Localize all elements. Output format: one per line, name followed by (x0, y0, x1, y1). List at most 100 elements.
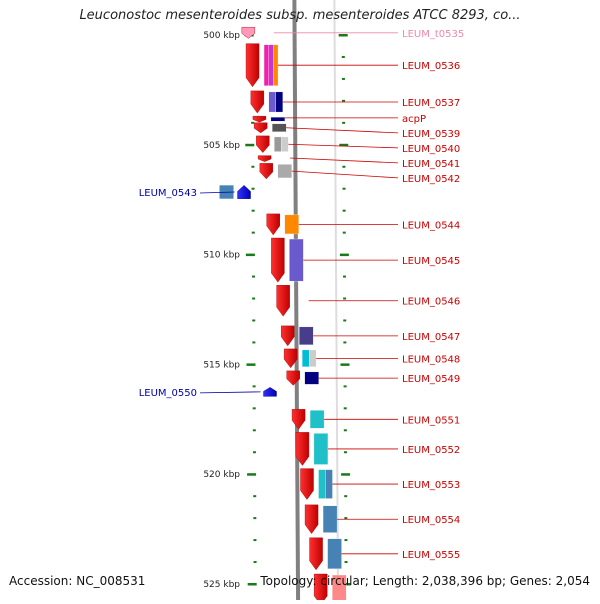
cog-color-bar (275, 91, 283, 113)
minor-tick-left (252, 407, 256, 410)
major-tick-right (339, 253, 349, 257)
gene-arrow-reverse (237, 185, 251, 199)
minor-tick-left (253, 495, 257, 498)
gene-leader-line (288, 143, 399, 149)
axis-tick-label: 510 kbp (203, 251, 240, 261)
gene-leader-line (286, 127, 399, 134)
gene-label: LEUM_0552 (402, 445, 460, 456)
gene-arrow-forward (291, 409, 306, 430)
gene-label: LEUM_0543 (139, 188, 197, 199)
major-tick-left (247, 583, 257, 586)
minor-tick-right (343, 385, 347, 388)
gene-arrow-forward (295, 432, 310, 466)
gene-label: LEUM_0542 (402, 174, 460, 185)
gene-leader-line (290, 157, 399, 164)
gene-label: LEUM_0550 (139, 388, 197, 399)
minor-tick-right (342, 231, 346, 234)
minor-tick-left (252, 341, 256, 344)
gene-arrow-forward (245, 43, 260, 88)
major-tick-left (245, 143, 255, 147)
minor-tick-right (342, 187, 346, 190)
major-tick-right (341, 473, 351, 476)
major-tick-left (247, 473, 257, 476)
cog-color-bar (281, 136, 289, 152)
gene-arrow-forward (309, 537, 323, 571)
gene-label: LEUM_0548 (402, 354, 460, 365)
cog-color-bar (268, 91, 276, 113)
cog-color-bar (309, 349, 317, 367)
gene-leader-line (291, 170, 399, 179)
minor-tick-right (344, 517, 348, 520)
minor-tick-left (252, 275, 255, 278)
gene-label: LEUM_0547 (402, 332, 460, 343)
major-tick-right (339, 143, 349, 147)
cog-color-bar (273, 44, 279, 86)
axis-tick-label: 505 kbp (203, 141, 240, 151)
axis-tick-label: 515 kbp (203, 360, 240, 370)
cog-color-bar (284, 214, 299, 235)
gene-arrow-forward (253, 122, 268, 134)
axis-tick-label: 520 kbp (203, 470, 240, 480)
gene-label: LEUM_0540 (402, 144, 460, 155)
gene-label: acpP (402, 114, 426, 125)
gene-arrow-forward (286, 370, 300, 386)
minor-tick-right (342, 165, 346, 168)
gene-arrow-forward (304, 504, 319, 534)
major-tick-right (340, 363, 350, 366)
gene-label: LEUM_0546 (402, 297, 460, 308)
gene-arrow-forward (252, 115, 267, 123)
map-title: Leuconostoc mesenteroides subsp. mesente… (79, 8, 521, 23)
minor-tick-left (251, 121, 255, 124)
gene-label: LEUM_0554 (402, 515, 460, 526)
gene-arrow-reverse (263, 387, 277, 397)
minor-tick-right (342, 99, 346, 102)
minor-tick-left (251, 187, 255, 190)
minor-tick-right (344, 539, 348, 542)
minor-tick-right (341, 55, 345, 58)
major-tick-right (338, 34, 348, 37)
gene-label: LEUM_0545 (402, 256, 460, 267)
minor-tick-left (252, 429, 256, 432)
cog-color-bar (277, 164, 292, 179)
minor-tick-right (343, 429, 347, 432)
minor-tick-right (344, 561, 348, 564)
cog-color-bar (270, 117, 286, 122)
cog-color-bar (302, 349, 310, 367)
gene-leader-line (199, 391, 261, 394)
minor-tick-right (343, 407, 347, 410)
minor-tick-right (341, 77, 345, 80)
minor-tick-right (344, 495, 348, 498)
accession-text: Accession: NC_008531 (9, 574, 146, 588)
minor-tick-left (253, 517, 257, 520)
cog-color-bar (289, 238, 304, 282)
gene-label: LEUM_0553 (402, 480, 460, 491)
axis-tick-label: 500 kbp (203, 31, 240, 41)
cog-color-bar (304, 371, 319, 385)
gene-arrow-forward (256, 135, 270, 153)
gene-arrow-forward (266, 213, 280, 236)
minor-tick-right (342, 209, 346, 212)
minor-tick-right (343, 451, 347, 454)
gene-label: LEUM_0539 (402, 129, 460, 140)
minor-tick-left (252, 385, 256, 388)
gene-arrow-forward (257, 155, 272, 162)
cog-color-bar (299, 326, 314, 345)
cog-color-bar (309, 410, 325, 429)
cog-color-bar (322, 505, 338, 533)
minor-tick-right (342, 121, 346, 124)
gene-label: LEUM_0551 (402, 415, 460, 426)
minor-tick-right (343, 275, 346, 278)
major-tick-left (246, 363, 256, 366)
gene-label: LEUM_t0535 (402, 29, 464, 40)
minor-tick-right (343, 341, 347, 344)
gene-arrow-forward (250, 90, 265, 114)
gene-leader-line (199, 191, 235, 194)
gene-arrow-forward (259, 163, 274, 180)
cog-color-bar (325, 469, 333, 499)
cog-track-line (333, 0, 340, 601)
axis-tick-label: 525 kbp (203, 580, 240, 590)
gene-label: LEUM_0555 (402, 550, 460, 561)
cog-color-bar (318, 469, 326, 499)
minor-tick-left (252, 297, 256, 300)
topology-text: Topology: circular; Length: 2,038,396 bp… (260, 574, 590, 588)
